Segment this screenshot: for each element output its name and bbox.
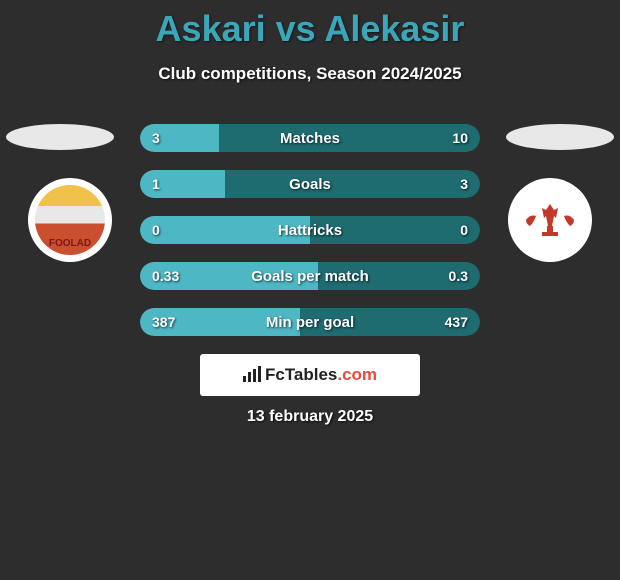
- metric-row: Goals1 3: [140, 170, 480, 198]
- club-badge-left-text: FOOLAD: [49, 238, 91, 249]
- country-flag-right: [506, 124, 614, 150]
- metric-label: Min per goal: [140, 308, 480, 336]
- country-flag-left: [6, 124, 114, 150]
- metric-label: Hattricks: [140, 216, 480, 244]
- club-badge-right-inner: [520, 200, 580, 240]
- metric-label: Goals per match: [140, 262, 480, 290]
- brand-tld: .com: [337, 365, 377, 384]
- metric-value-left: 3: [152, 124, 160, 152]
- metric-row: Goals per match0.33 0.3: [140, 262, 480, 290]
- metric-value-left: 387: [152, 308, 175, 336]
- metric-value-right: 0.3: [449, 262, 468, 290]
- brand-suffix: Tables: [285, 365, 338, 384]
- club-badge-right: [508, 178, 592, 262]
- brand-box: FcTables.com: [200, 354, 420, 396]
- comparison-bars: Matches310Goals13Hattricks00Goals per ma…: [140, 124, 480, 354]
- metric-value-left: 0.33: [152, 262, 179, 290]
- metric-value-left: 0: [152, 216, 160, 244]
- club-badge-left: FOOLAD: [28, 178, 112, 262]
- brand-text: FcTables.com: [243, 365, 377, 385]
- metric-value-left: 1: [152, 170, 160, 198]
- metric-row: Hattricks0 0: [140, 216, 480, 244]
- metric-value-right: 10: [452, 124, 468, 152]
- metric-value-right: 437: [445, 308, 468, 336]
- brand-prefix: Fc: [265, 365, 285, 384]
- metric-row: Matches3 10: [140, 124, 480, 152]
- comparison-infographic: Askari vs Alekasir Club competitions, Se…: [0, 0, 620, 580]
- metric-row: Min per goal387 437: [140, 308, 480, 336]
- metric-value-right: 3: [460, 170, 468, 198]
- page-title: Askari vs Alekasir: [0, 0, 620, 50]
- trophy-icon: [520, 200, 580, 240]
- page-subtitle: Club competitions, Season 2024/2025: [0, 64, 620, 84]
- club-badge-left-inner: FOOLAD: [35, 185, 105, 255]
- metric-label: Goals: [140, 170, 480, 198]
- metric-label: Matches: [140, 124, 480, 152]
- bars-icon: [243, 366, 263, 382]
- metric-value-right: 0: [460, 216, 468, 244]
- comparison-date: 13 february 2025: [0, 408, 620, 426]
